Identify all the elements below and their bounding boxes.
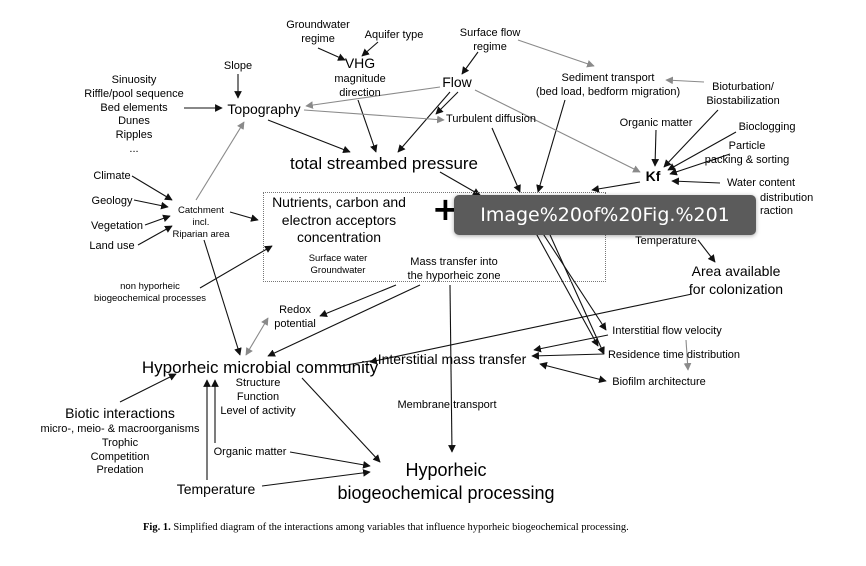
temperature-bottom-label: Temperature	[176, 481, 256, 497]
arrows-black	[119, 41, 737, 487]
nutrients-sub-label: Surface water Groundwater	[308, 253, 368, 276]
arrow	[133, 199, 169, 210]
arrow	[461, 51, 479, 75]
membrane-transport-label: Membrane transport	[397, 399, 497, 411]
arrow	[144, 214, 171, 226]
hyporheic-microbial-community-label: Hyporheic microbial community	[141, 358, 379, 377]
arrow	[537, 225, 607, 331]
sediment-transport-label: Sediment transport (bed load, bedform mig…	[535, 72, 681, 98]
biotic-sub-label: micro-, meio- & macroorganisms Trophic Com…	[40, 423, 200, 477]
groundwater-regime-label: Groundwater regime	[286, 19, 350, 45]
arrow	[361, 41, 379, 57]
morphology-list: Sinuosity Riffle/pool sequence Bed eleme…	[84, 74, 184, 155]
topography-label: Topography	[227, 101, 301, 117]
catchment-label: Catchment incl. Riparian area	[172, 205, 230, 240]
fraction-label: raction	[760, 205, 794, 217]
arrow	[517, 39, 595, 68]
interstitial-mass-transfer-label: Interstitial mass transfer	[377, 351, 527, 367]
arrow	[199, 245, 273, 289]
arrow	[667, 131, 737, 171]
arrow	[303, 109, 445, 124]
arrow	[531, 225, 599, 347]
community-sub-label: Structure Function Level of activity	[220, 377, 296, 417]
figure-caption: Fig. 1. Simplified diagram of the intera…	[143, 522, 629, 533]
area-available-label: Area available for colonization	[688, 263, 784, 297]
arrow	[697, 239, 716, 263]
arrow	[267, 284, 421, 357]
organic-matter-bottom-label: Organic matter	[213, 446, 287, 458]
turbulent-diffusion-label: Turbulent diffusion	[446, 113, 536, 125]
biotic-interactions-label: Biotic interactions	[65, 405, 175, 421]
arrow	[289, 451, 371, 469]
bioturbation-label: Bioturbation/Biostabilization	[706, 81, 780, 107]
residence-time-label: Residence time distribution	[607, 349, 741, 361]
surface-flow-regime-label: Surface flow regime	[459, 27, 521, 53]
arrow	[369, 293, 693, 365]
image-tooltip: Image%20of%20Fig.%201	[454, 195, 756, 235]
nutrients-label: Nutrients, carbon and electron acceptors c…	[272, 194, 406, 245]
redox-label: Redox potential	[274, 304, 316, 330]
vhg-label: VHG	[344, 55, 376, 71]
arrow	[435, 91, 459, 115]
kf-label: Kf	[645, 168, 661, 184]
geology-label: Geology	[91, 195, 133, 207]
climate-label: Climate	[93, 170, 131, 182]
arrow	[397, 91, 451, 153]
arrow	[651, 129, 660, 167]
arrow	[683, 339, 692, 371]
slope-label: Slope	[223, 60, 253, 72]
arrow	[663, 109, 719, 168]
arrow	[131, 175, 173, 201]
arrow	[267, 119, 351, 154]
organic-matter-top-label: Organic matter	[619, 117, 693, 129]
interstitial-flow-velocity-label: Interstitial flow velocity	[612, 325, 722, 337]
arrow	[533, 334, 609, 353]
total-streambed-pressure-label: total streambed pressure	[289, 154, 479, 173]
caption-text: Simplified diagram of the interactions a…	[170, 522, 629, 533]
non-hyporheic-label: non hyporheic biogeochemical processes	[94, 281, 206, 304]
arrow	[357, 99, 378, 153]
arrow	[439, 171, 481, 196]
arrow	[448, 284, 456, 453]
arrow	[545, 225, 605, 355]
arrow	[591, 181, 641, 193]
arrow	[301, 377, 381, 463]
arrow	[317, 47, 346, 61]
arrow	[119, 373, 177, 403]
biofilm-architecture-label: Biofilm architecture	[612, 376, 706, 388]
nutrients-box	[263, 192, 606, 282]
aquifer-type-label: Aquifer type	[364, 29, 424, 41]
arrow	[319, 284, 397, 317]
distribution-label: distribution	[760, 192, 814, 204]
bioclogging-label: Bioclogging	[738, 121, 796, 133]
land-use-label: Land use	[89, 240, 135, 252]
arrow	[261, 469, 371, 487]
temperature-top-label: Temperature	[635, 235, 697, 247]
arrow	[491, 127, 521, 193]
arrow	[671, 177, 721, 186]
particle-packing-label: Particle packing & sorting	[704, 140, 790, 166]
arrow	[195, 121, 245, 201]
arrows-gray	[195, 39, 705, 371]
hyporheic-processing-label: Hyporheic biogeochemical processing	[337, 460, 555, 503]
arrow	[474, 89, 641, 173]
flow-label: Flow	[442, 74, 472, 90]
arrow	[669, 153, 731, 176]
vhg-sub-label: magnitude direction	[334, 73, 386, 99]
arrow	[137, 225, 173, 246]
vegetation-label: Vegetation	[91, 220, 143, 232]
arrow	[536, 99, 566, 193]
arrow	[531, 351, 605, 360]
arrow	[305, 86, 441, 109]
arrow	[245, 317, 269, 356]
arrow	[665, 76, 705, 85]
arrow	[539, 362, 607, 383]
arrow	[203, 239, 242, 356]
arrow	[229, 211, 259, 222]
water-content-label: Water content	[726, 177, 796, 189]
mass-transfer-label: Mass transfer into the hyporheic zone	[407, 256, 501, 282]
caption-prefix: Fig. 1.	[143, 522, 171, 533]
